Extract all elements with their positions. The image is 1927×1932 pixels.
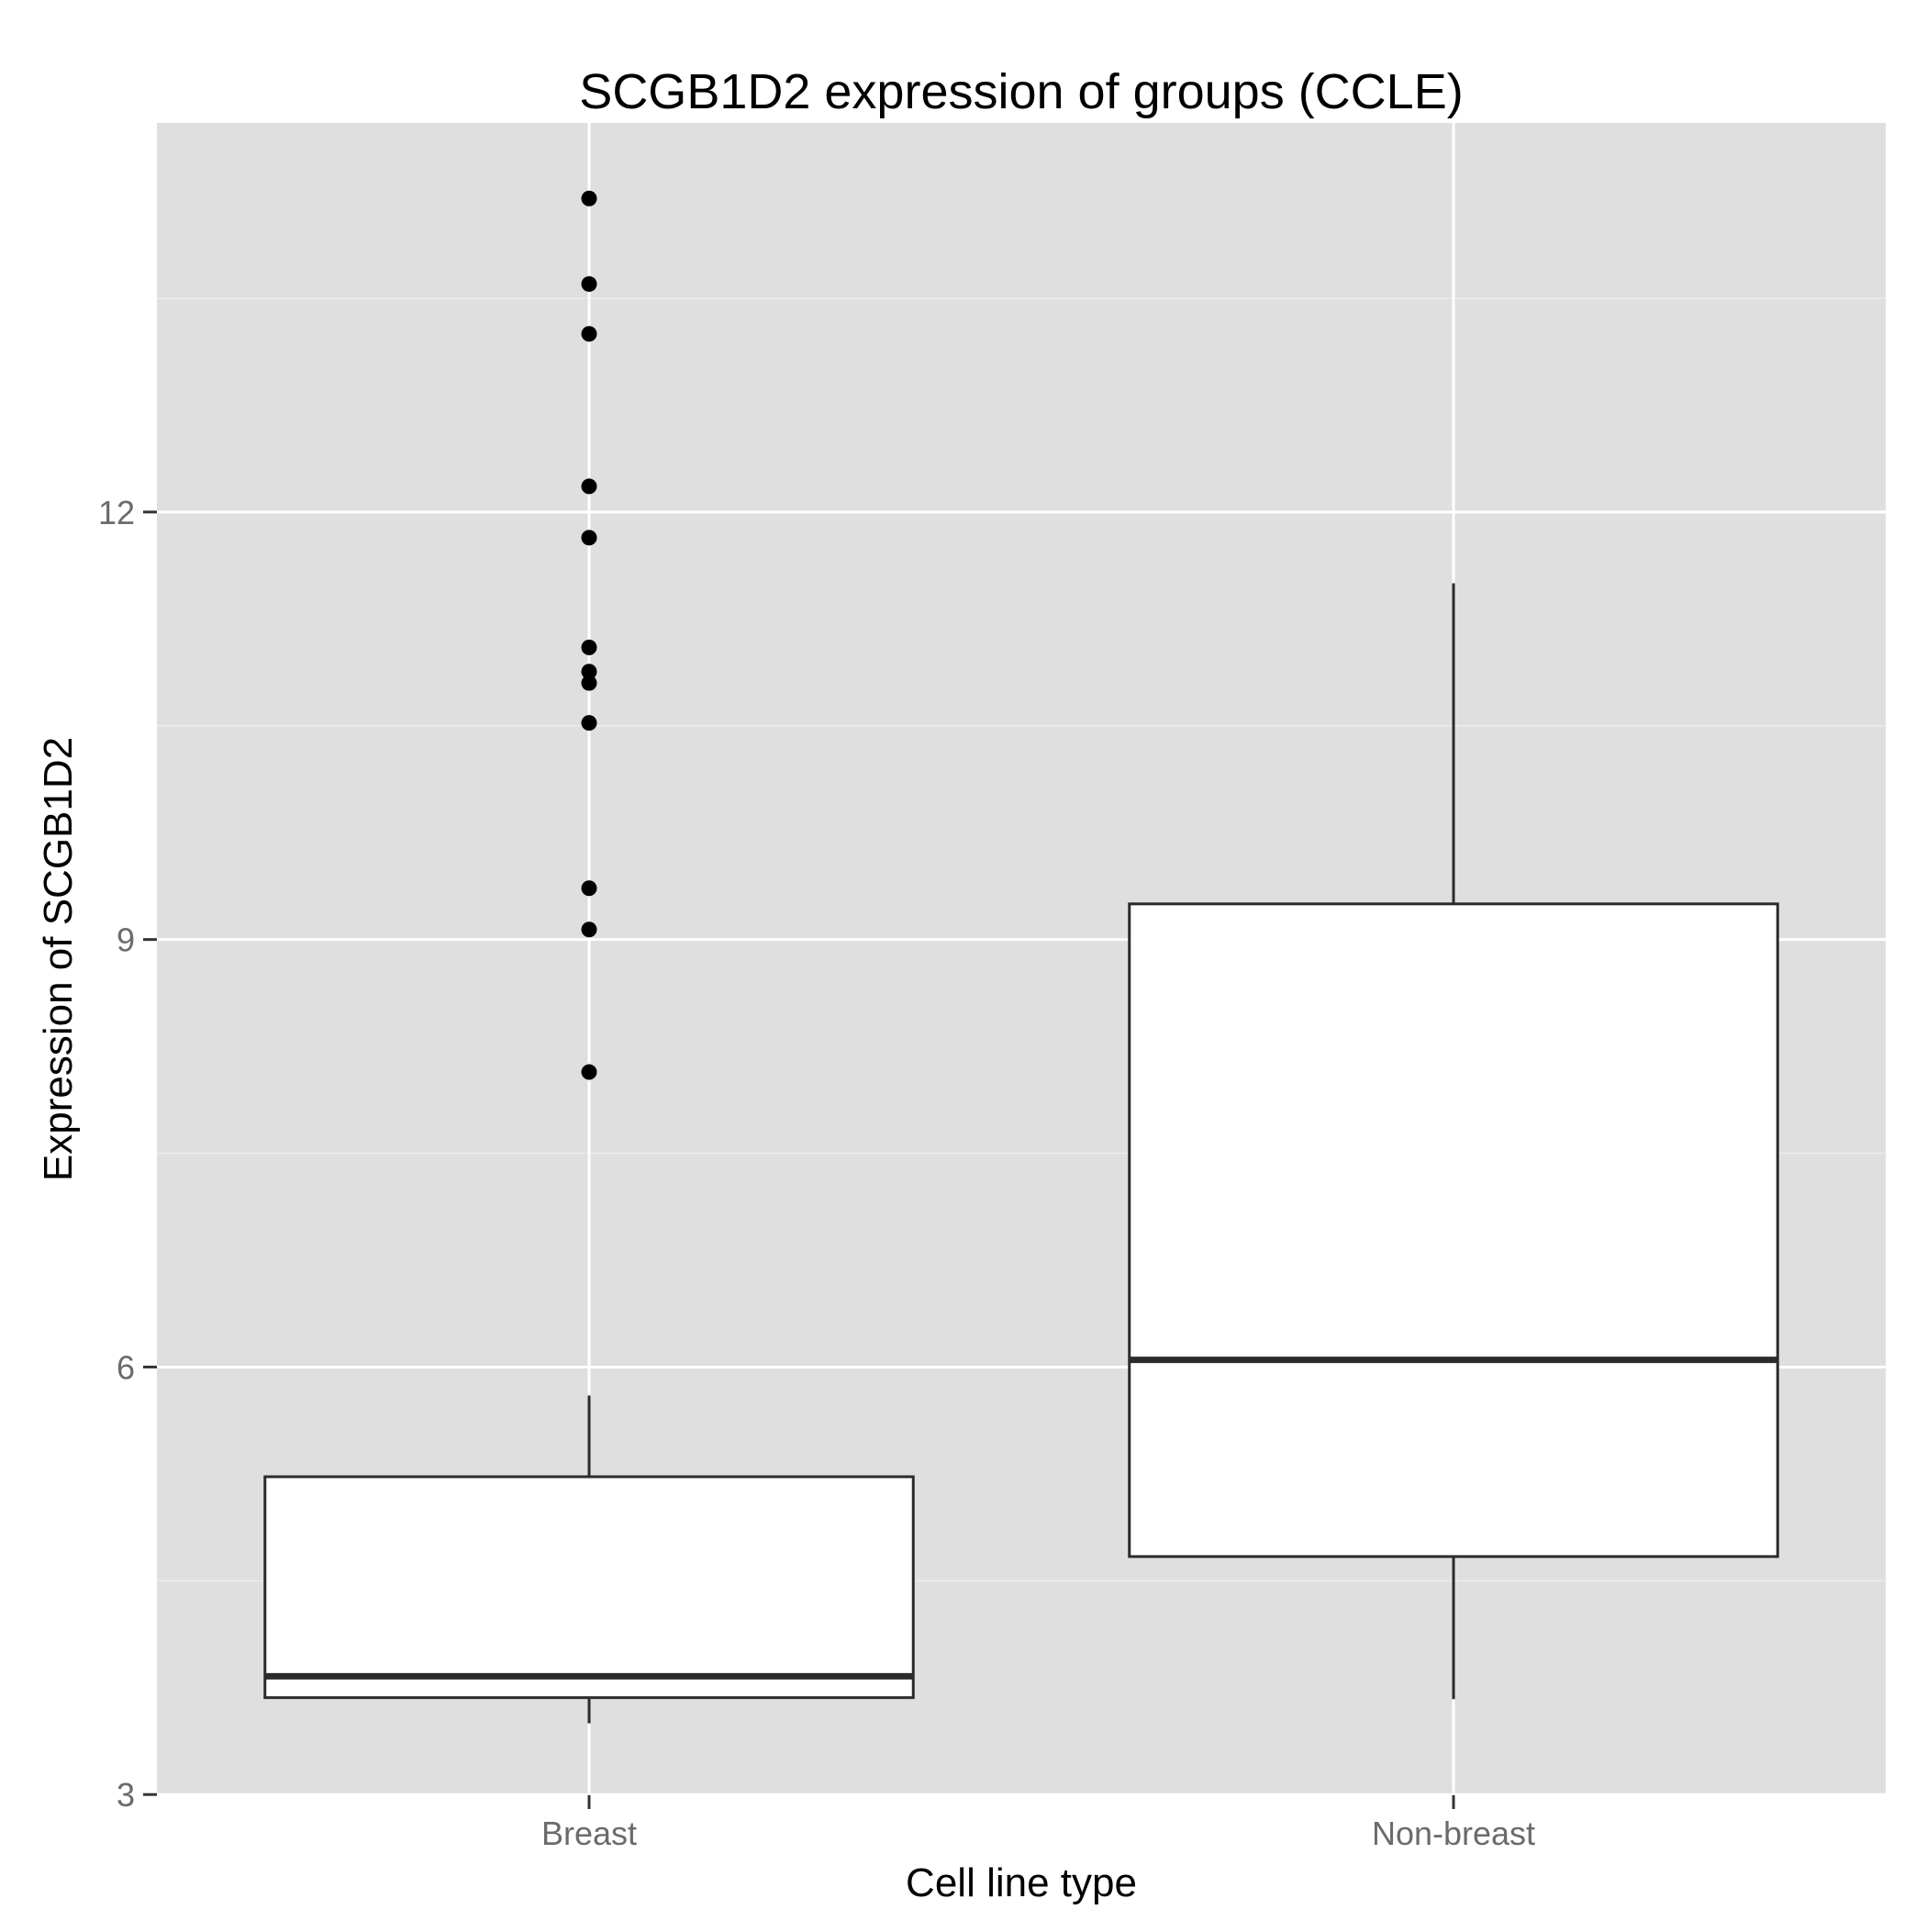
x-axis-label: Cell line type bbox=[906, 1860, 1137, 1905]
outlier-point bbox=[581, 190, 597, 207]
y-tick-label: 12 bbox=[98, 494, 135, 531]
outlier-point bbox=[581, 326, 597, 342]
outlier-point bbox=[581, 478, 597, 495]
outlier-point bbox=[581, 921, 597, 938]
outlier-point bbox=[581, 275, 597, 292]
outlier-point bbox=[581, 880, 597, 897]
y-tick-label: 9 bbox=[117, 921, 135, 959]
x-tick-label: Breast bbox=[541, 1815, 637, 1852]
x-tick-label: Non-breast bbox=[1372, 1815, 1535, 1852]
chart-title: SCGB1D2 expression of groups (CCLE) bbox=[579, 64, 1463, 119]
outlier-point bbox=[581, 675, 597, 691]
outlier-point bbox=[581, 715, 597, 731]
outlier-point bbox=[581, 1064, 597, 1080]
y-tick-label: 3 bbox=[117, 1776, 135, 1814]
y-axis-label: Expression of SCGB1D2 bbox=[36, 737, 81, 1181]
outlier-point bbox=[581, 530, 597, 546]
outlier-point bbox=[581, 639, 597, 655]
y-tick-label: 6 bbox=[117, 1348, 135, 1386]
box-non-breast bbox=[1128, 583, 1779, 1700]
box-iqr bbox=[263, 1475, 915, 1700]
outlier-point bbox=[581, 664, 597, 680]
box-iqr bbox=[1128, 902, 1779, 1558]
box-breast bbox=[263, 190, 915, 1724]
boxes bbox=[263, 190, 1779, 1724]
axes: 3 6 9 12 Breast Non-breast bbox=[98, 494, 1535, 1852]
